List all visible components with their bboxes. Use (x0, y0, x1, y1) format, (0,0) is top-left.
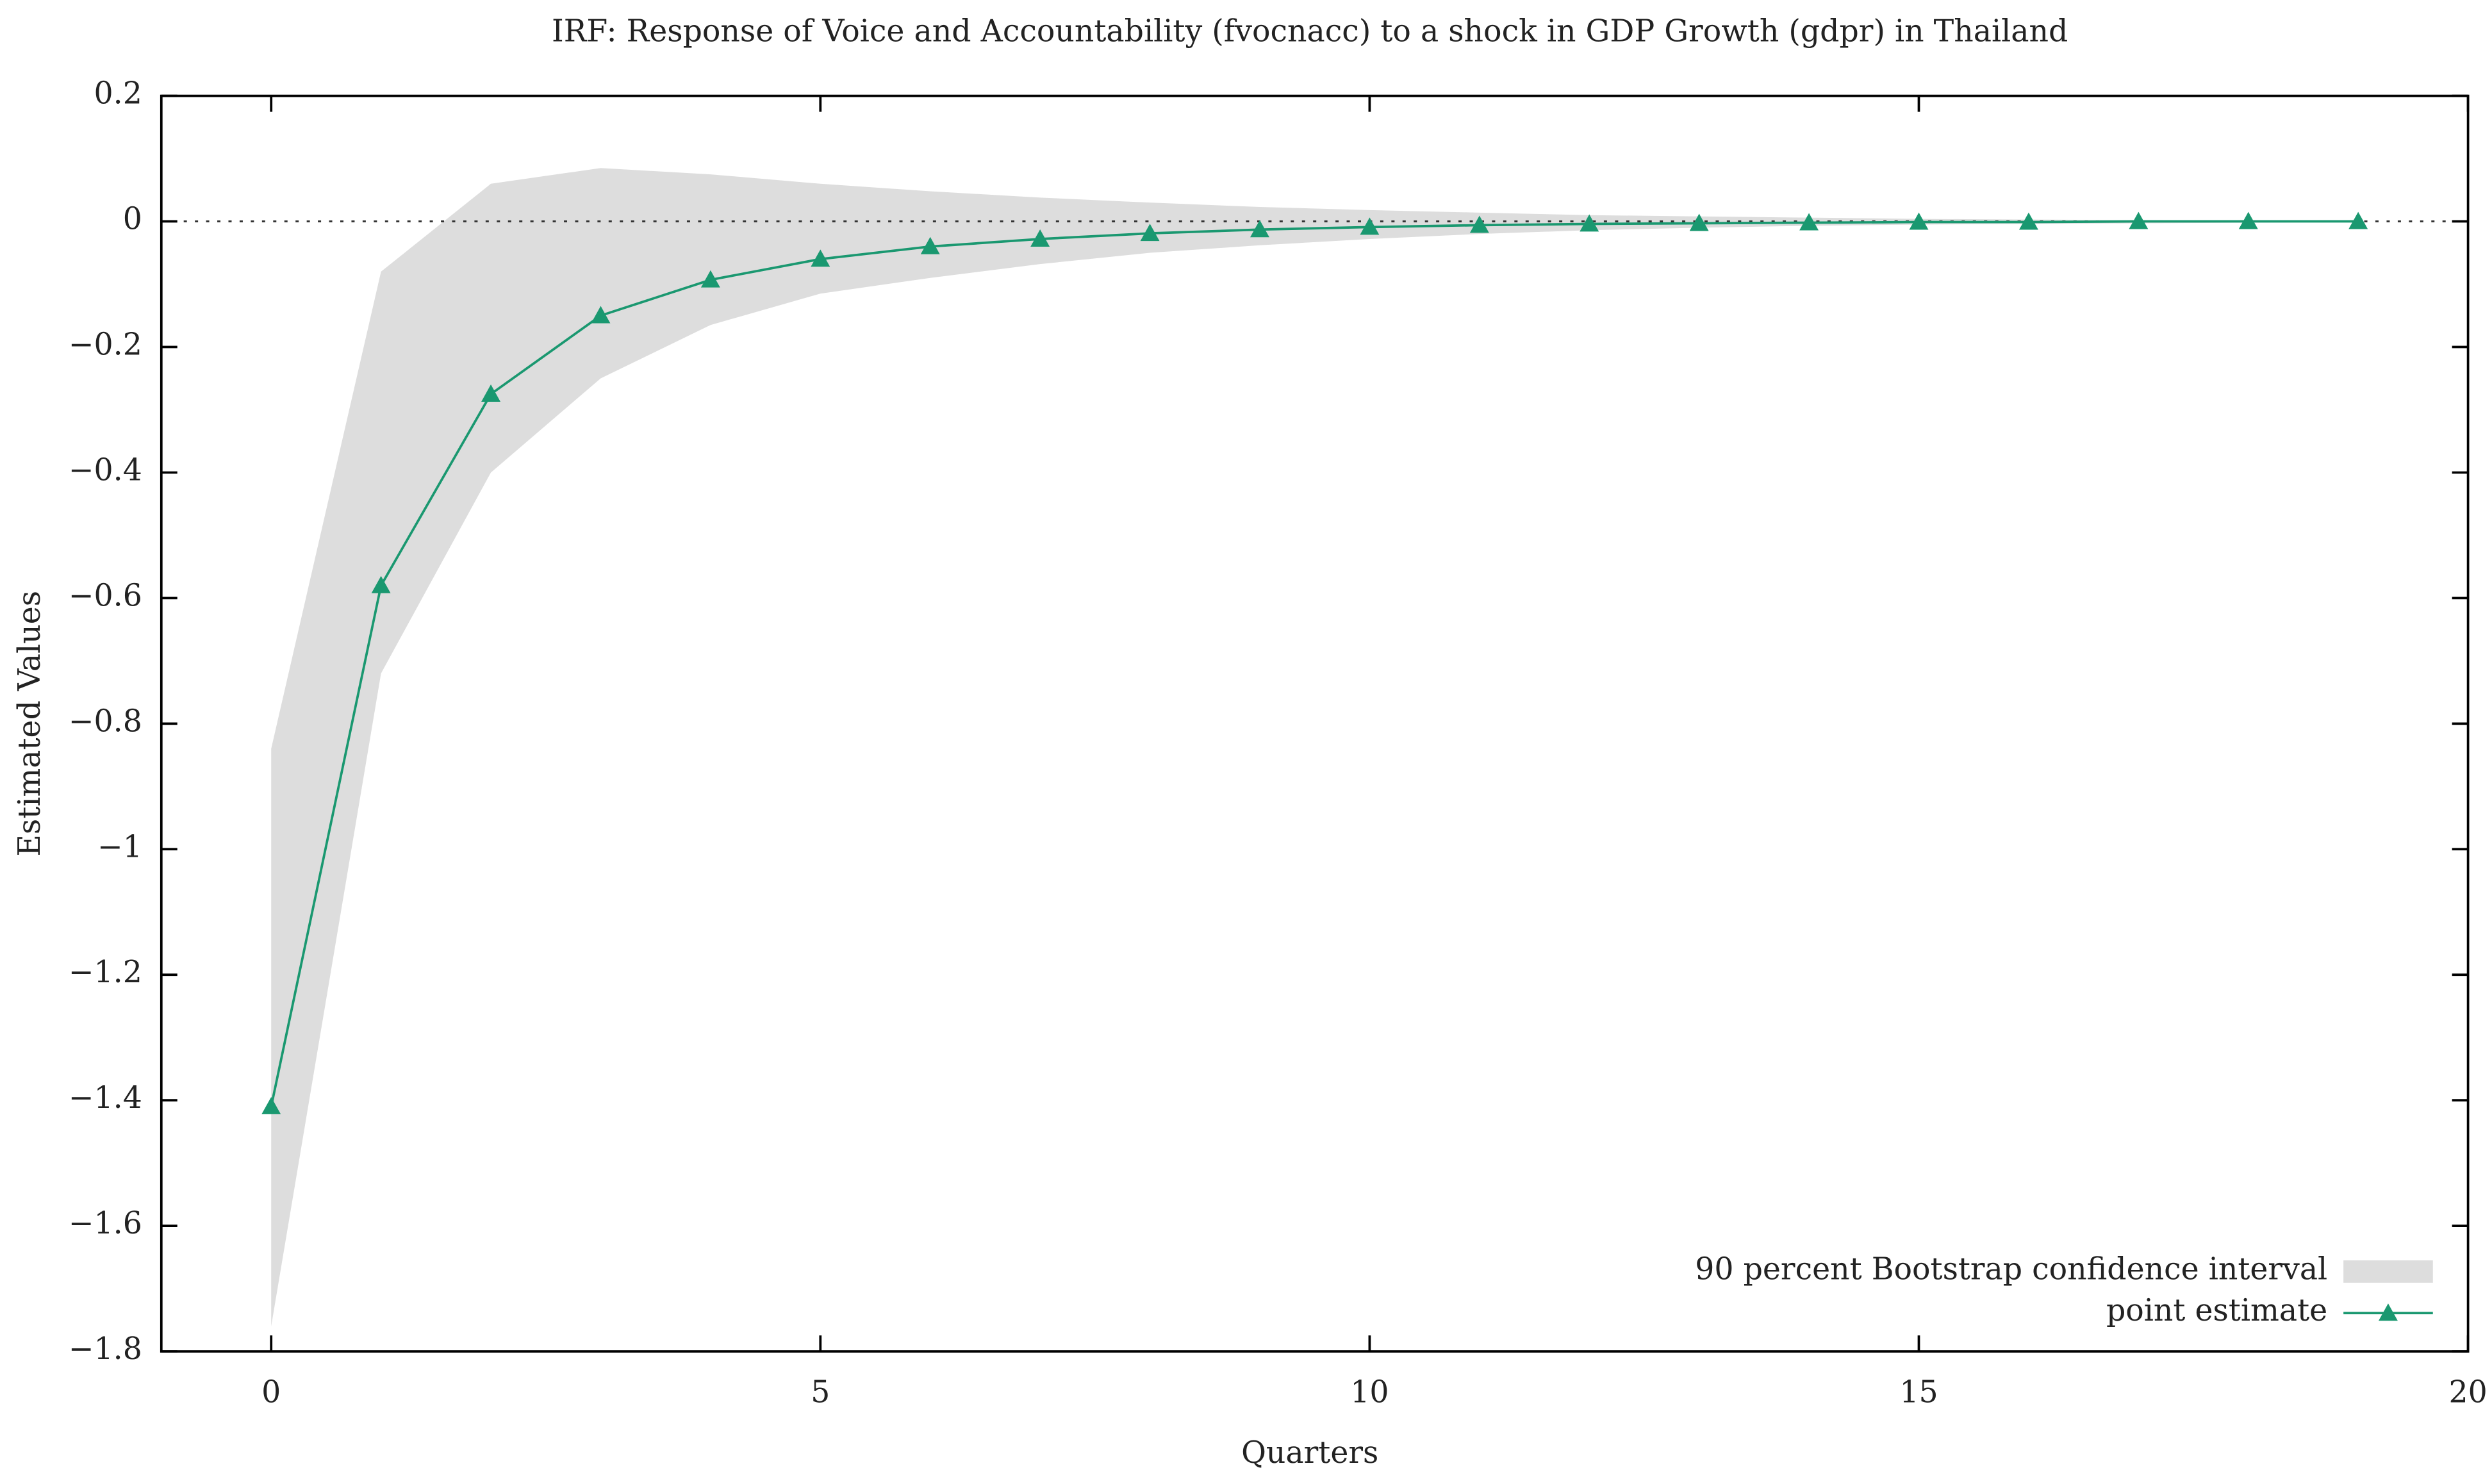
point-marker (591, 306, 611, 324)
point-marker (920, 236, 940, 254)
legend-label: 90 percent Bootstrap confidence interval (1695, 1251, 2327, 1287)
y-tick-label: −0.8 (69, 704, 142, 739)
point-marker (2018, 212, 2038, 230)
y-axis-label: Estimated Values (12, 591, 47, 857)
y-tick-label: −1.2 (69, 955, 142, 990)
y-tick-label: −1.4 (69, 1080, 142, 1116)
legend-swatch (2343, 1260, 2433, 1283)
chart-title: IRF: Response of Voice and Accountabilit… (552, 13, 2068, 49)
point-marker (1030, 229, 1050, 247)
y-tick-label: −0.6 (69, 578, 142, 613)
point-marker (1250, 220, 1269, 238)
y-tick-label: 0 (123, 202, 142, 237)
y-tick-label: −1 (97, 829, 142, 864)
point-marker (261, 1097, 281, 1114)
point-marker (1360, 217, 1380, 235)
y-tick-label: −1.8 (69, 1331, 142, 1367)
x-tick-label: 20 (2448, 1374, 2487, 1410)
point-marker (700, 270, 720, 288)
point-marker (2129, 211, 2149, 229)
x-tick-label: 15 (1899, 1374, 1938, 1410)
point-marker (481, 384, 501, 402)
point-marker (1469, 215, 1489, 233)
x-tick-label: 5 (811, 1374, 830, 1410)
point-marker (1689, 213, 1709, 231)
point-marker (1909, 212, 1929, 230)
x-tick-label: 10 (1350, 1374, 1389, 1410)
confidence-band (271, 168, 2359, 1326)
point-marker (811, 249, 830, 267)
legend-marker (2379, 1303, 2398, 1321)
y-tick-label: 0.2 (94, 76, 142, 111)
y-tick-label: −0.4 (69, 452, 142, 488)
point-marker (1580, 214, 1599, 232)
point-marker (2238, 211, 2258, 229)
point-marker (371, 575, 391, 593)
y-tick-label: −0.2 (69, 327, 142, 362)
y-tick-label: −1.6 (69, 1206, 142, 1241)
series-line (270, 220, 2359, 1107)
point-marker (1140, 224, 1160, 242)
x-tick-label: 0 (261, 1374, 281, 1410)
point-marker (2348, 211, 2368, 229)
x-axis-label: Quarters (1241, 1435, 1378, 1471)
legend-label: point estimate (2106, 1293, 2327, 1328)
point-marker (1799, 213, 1819, 231)
